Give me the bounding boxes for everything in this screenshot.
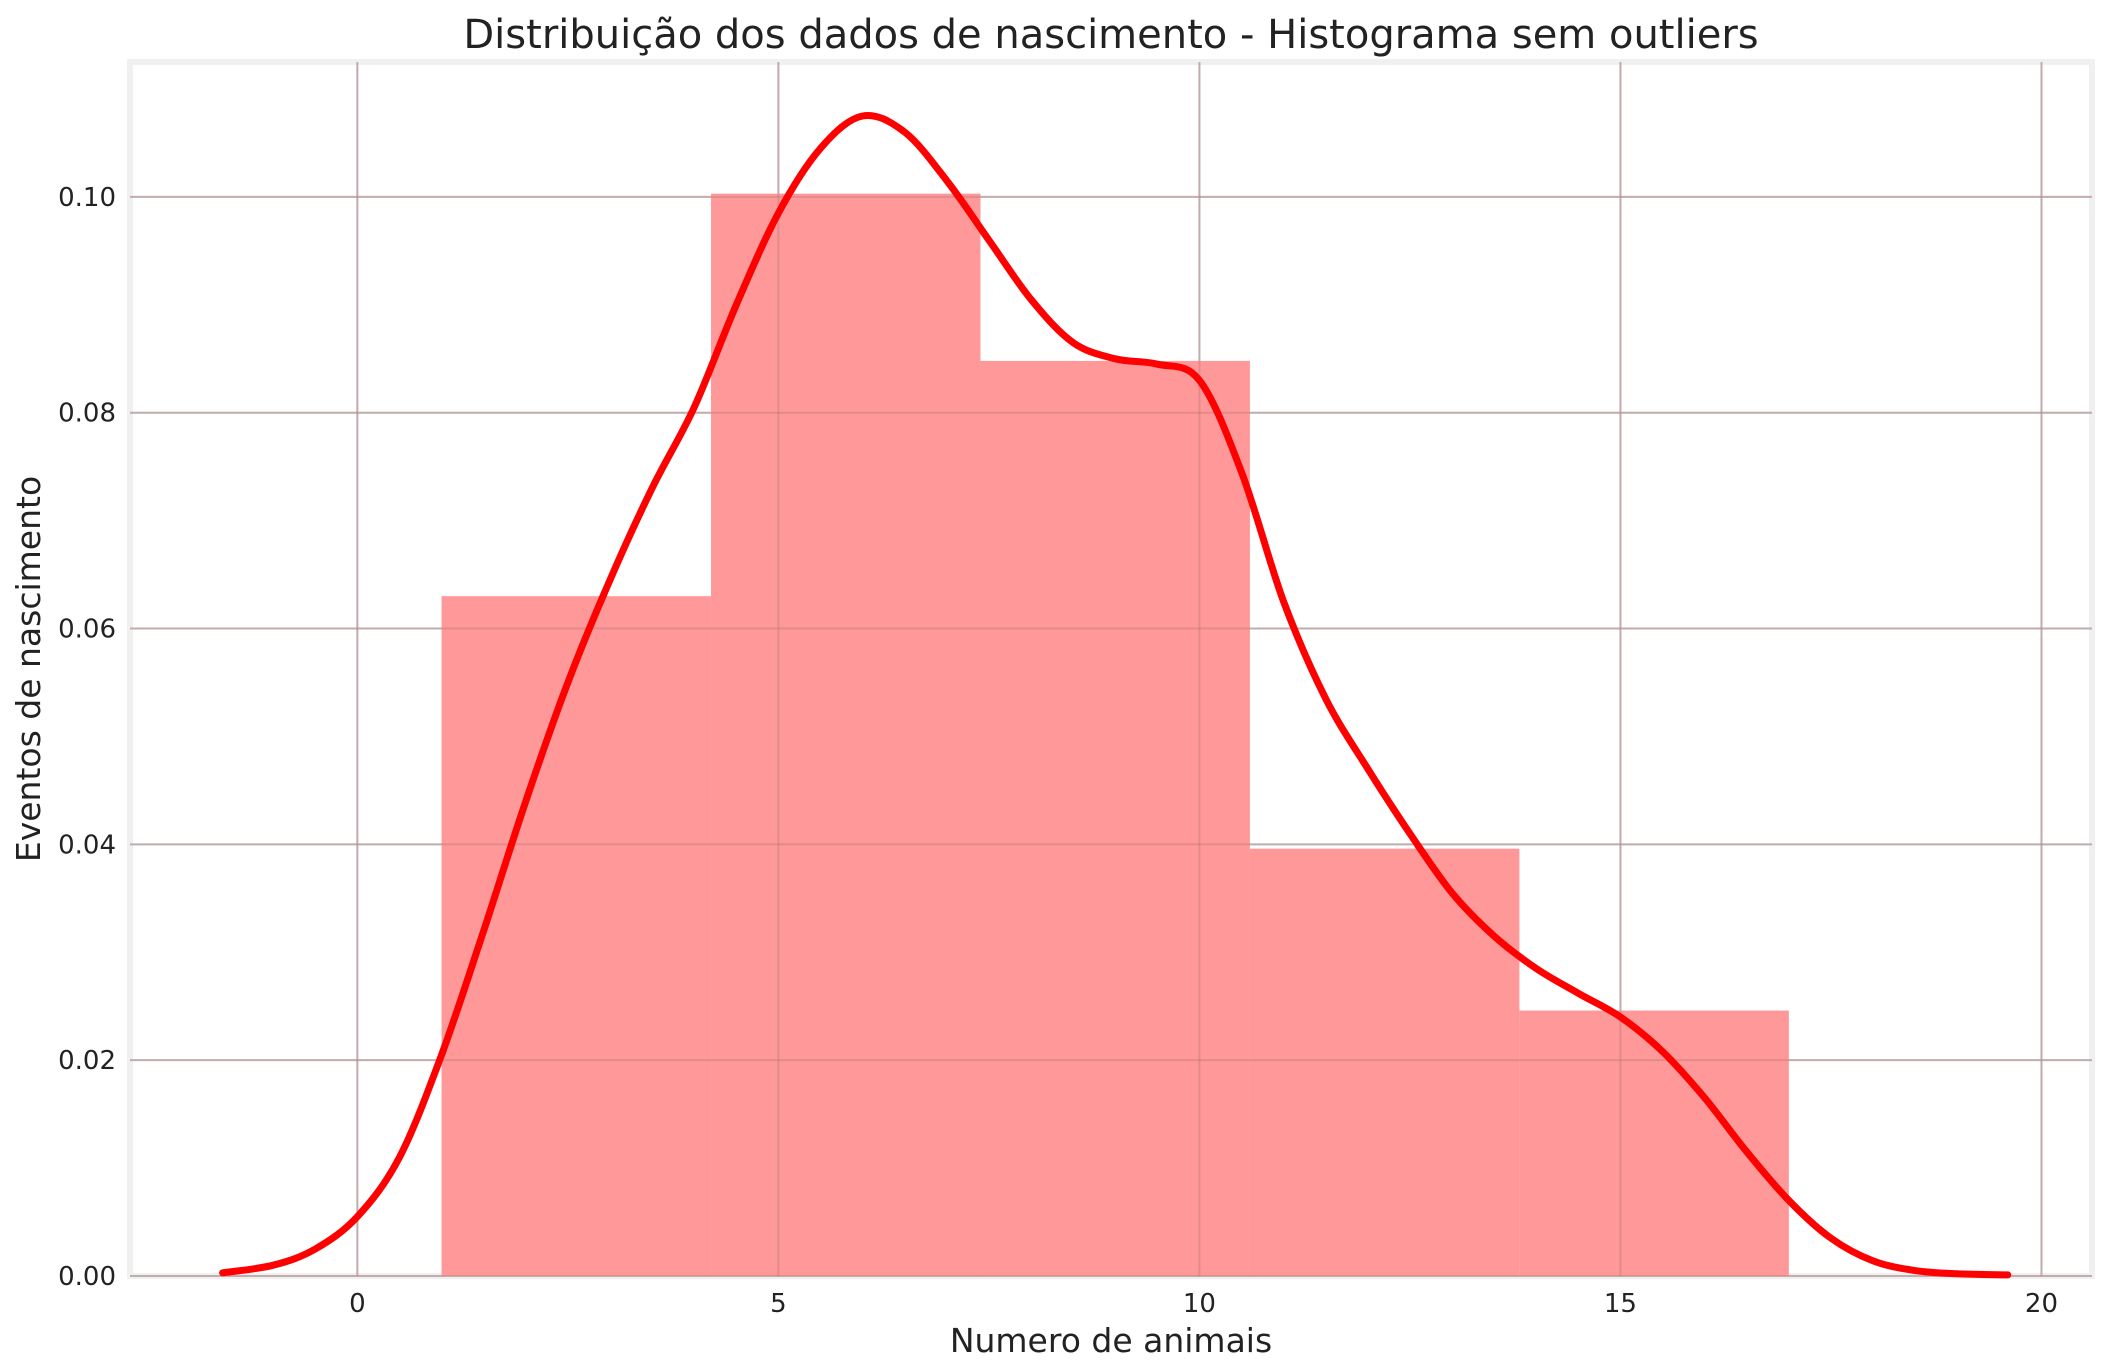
histogram-bar xyxy=(711,193,981,1276)
y-tick-label: 0.06 xyxy=(58,615,116,645)
y-tick-label: 0.10 xyxy=(58,183,116,213)
x-tick-label: 5 xyxy=(770,1289,787,1319)
histogram-bars xyxy=(130,62,2092,1277)
histogram-bar xyxy=(441,596,712,1276)
tick-labels: 0 5 10 15 20 0.00 0.02 0.04 0.06 0.08 0.10 xyxy=(58,183,2058,1319)
histogram-bar xyxy=(1249,848,1520,1276)
histogram-bar xyxy=(1519,1010,1789,1276)
y-tick-label: 0.00 xyxy=(58,1262,116,1292)
chart-title: Distribuição dos dados de nascimento - H… xyxy=(463,12,1758,58)
x-tick-label: 0 xyxy=(349,1289,366,1319)
x-tick-label: 10 xyxy=(1183,1289,1216,1319)
histogram-bar xyxy=(980,360,1250,1276)
y-tick-label: 0.08 xyxy=(58,399,116,429)
x-tick-label: 20 xyxy=(2025,1289,2058,1319)
kde-line xyxy=(219,111,2012,1279)
y-tick-label: 0.02 xyxy=(58,1046,116,1076)
kde-layer xyxy=(219,111,2012,1279)
x-axis-title: Numero de animais xyxy=(950,1321,1272,1360)
x-tick-label: 15 xyxy=(1604,1289,1637,1319)
y-axis-title: Eventos de nascimento xyxy=(9,476,48,862)
y-tick-label: 0.04 xyxy=(58,830,116,860)
